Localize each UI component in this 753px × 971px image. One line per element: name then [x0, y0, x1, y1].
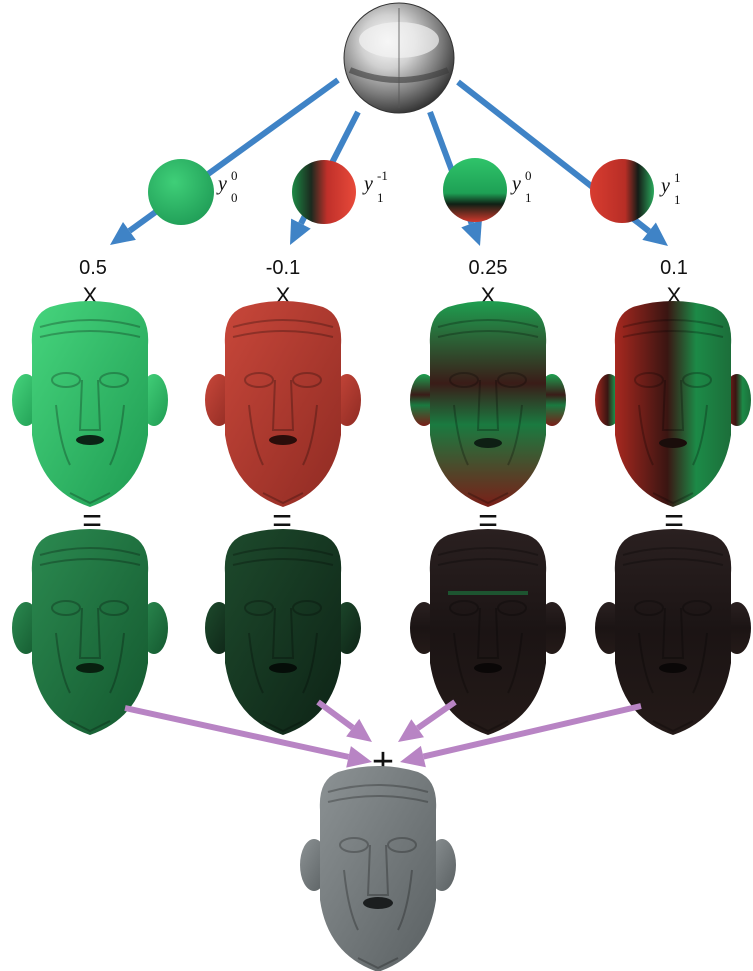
sh-basis-y11-icon [590, 159, 654, 223]
weighted-face-y1m1 [205, 529, 361, 735]
basis-label-y1m1: y -1 1 [362, 168, 388, 205]
sh-basis-y10-icon [443, 158, 507, 222]
weighted-face-y11 [595, 529, 751, 735]
basis-label-sub: 0 [231, 190, 238, 205]
chrome-sphere-icon [343, 2, 455, 114]
basis-label-sub: 1 [377, 190, 384, 205]
arrow-from-y1m1 [316, 699, 372, 742]
basis-label-base: y [510, 173, 521, 195]
basis-label-base: y [362, 173, 373, 195]
basis-face-y1m1 [205, 301, 361, 507]
basis-label-sup: -1 [377, 168, 388, 183]
basis-label-y00: y 0 0 [216, 168, 238, 205]
coefficient-y11: 0.1 [660, 257, 688, 279]
weighted-face-y10 [410, 529, 566, 735]
coefficient-y1m1: -0.1 [266, 257, 300, 279]
basis-label-sub: 1 [525, 190, 532, 205]
coefficient-y10: 0.25 [469, 257, 508, 279]
arrow-from-y11 [400, 703, 642, 768]
coefficient-y00: 0.5 [79, 257, 107, 279]
basis-label-y10: y 0 1 [510, 168, 532, 205]
arrow-from-y00 [124, 705, 372, 768]
basis-label-sup: 1 [674, 170, 681, 185]
basis-label-base: y [659, 175, 670, 197]
relit-face-icon [300, 766, 456, 971]
basis-face-y11 [595, 301, 751, 507]
sh-basis-y00-icon [148, 159, 214, 225]
basis-label-sup: 0 [525, 168, 532, 183]
basis-label-sup: 0 [231, 168, 238, 183]
sh-basis-y1m1-icon [292, 160, 356, 224]
basis-face-y10 [410, 301, 566, 507]
basis-label-y11: y 1 1 [659, 170, 681, 207]
basis-face-y00 [12, 301, 168, 507]
arrow-from-y10 [398, 699, 457, 742]
weighted-face-y00 [12, 529, 168, 735]
basis-label-base: y [216, 173, 227, 195]
basis-label-sub: 1 [674, 192, 681, 207]
summation-arrows [124, 699, 642, 768]
